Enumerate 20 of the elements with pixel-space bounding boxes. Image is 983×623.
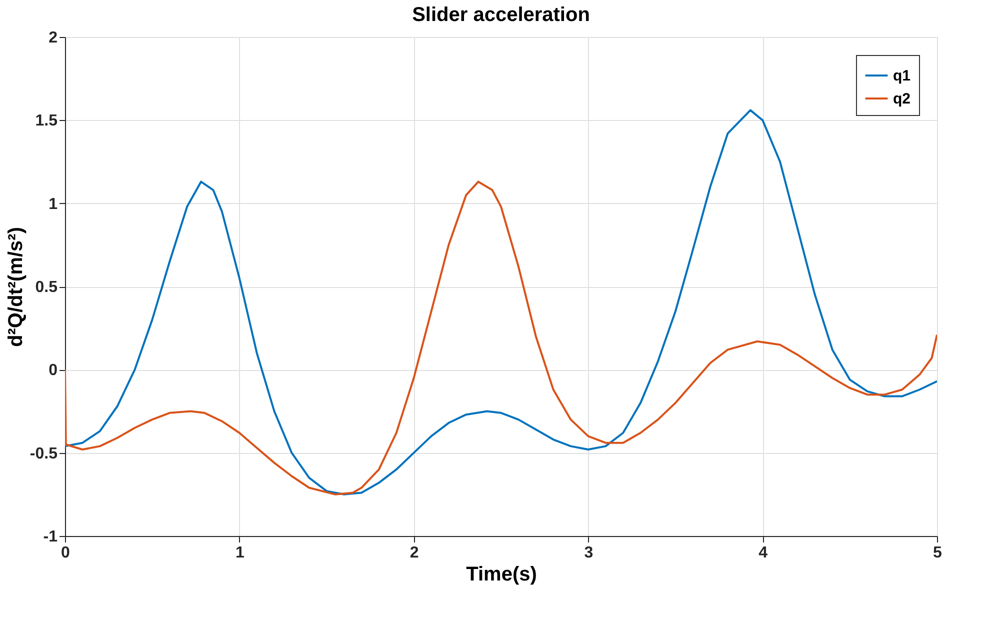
x-tick-label: 5 xyxy=(933,544,942,562)
legend-label: q2 xyxy=(893,90,911,108)
y-tick-label: 1.5 xyxy=(35,112,58,130)
y-axis-title: d²Q/dt²(m/s²) xyxy=(4,227,27,347)
x-tick-label: 2 xyxy=(410,544,419,562)
y-tick-label: -0.5 xyxy=(30,445,58,462)
line-series xyxy=(65,109,937,496)
y-tick-label: 1 xyxy=(48,196,58,213)
x-tick-label: 0 xyxy=(61,544,70,562)
legend-label: q1 xyxy=(893,68,911,84)
y-tick-label: 2 xyxy=(48,30,58,46)
x-tick-label: 3 xyxy=(584,544,594,562)
x-tick-label: 4 xyxy=(758,544,768,562)
x-axis-title: Time(s) xyxy=(466,564,537,586)
chart-title: Slider acceleration xyxy=(412,4,590,26)
x-tick-label: 1 xyxy=(235,544,244,562)
y-tick-label: 0.5 xyxy=(35,279,58,296)
y-tick-label: 0 xyxy=(48,362,58,380)
y-tick-label: -1 xyxy=(43,528,58,546)
line-series xyxy=(65,180,937,496)
